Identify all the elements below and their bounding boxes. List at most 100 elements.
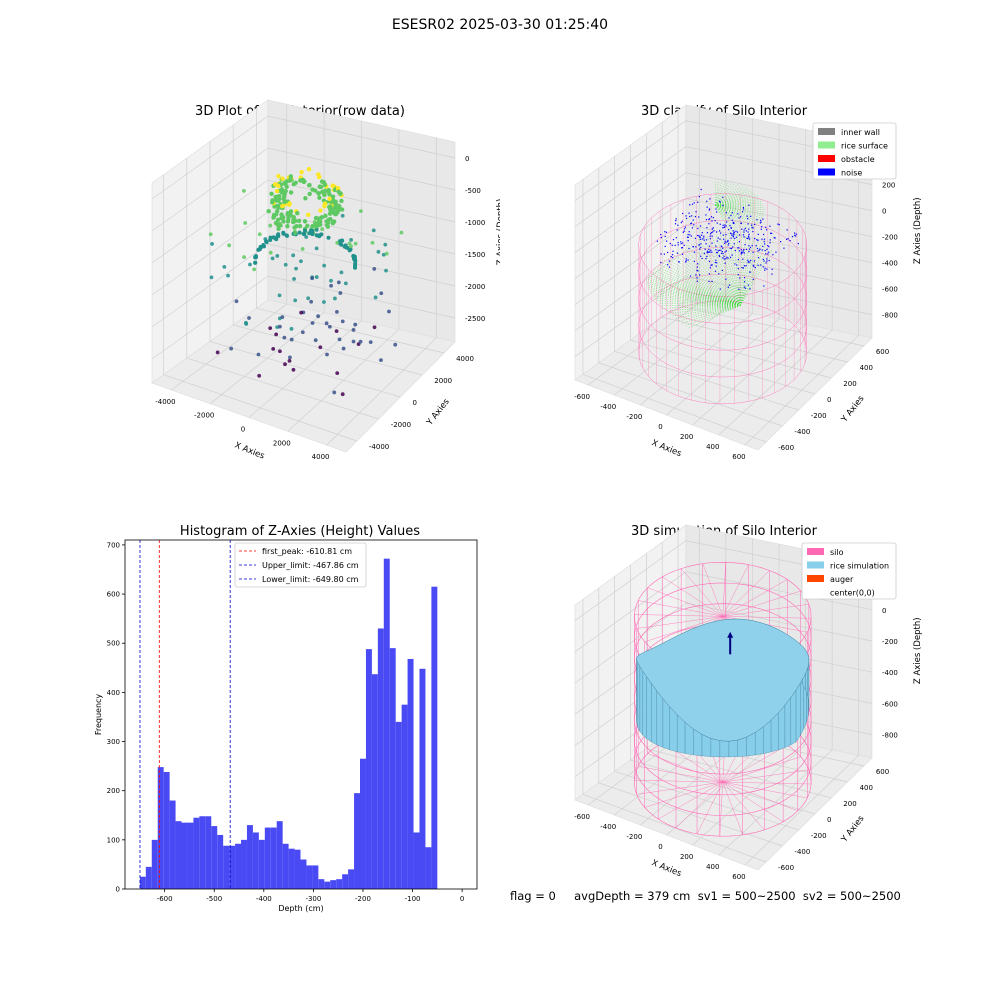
p4-xtick-label: 600	[732, 873, 745, 881]
noise-point	[711, 231, 714, 233]
noise-point	[727, 286, 729, 288]
noise-point	[743, 252, 745, 254]
noise-point	[763, 285, 765, 287]
noise-point	[705, 239, 708, 241]
noise-point	[732, 246, 734, 248]
noise-point	[740, 249, 742, 251]
noise-point	[656, 240, 658, 242]
noise-point	[742, 206, 745, 209]
rice-surface-ray	[715, 180, 723, 206]
raw-point	[324, 321, 329, 326]
raw-point	[342, 244, 347, 249]
raw-point	[322, 300, 326, 304]
rice-surface-ray	[649, 291, 741, 306]
raw-point	[281, 194, 287, 199]
rice-surface-ray	[648, 277, 741, 306]
noise-point	[738, 288, 740, 290]
noise-point	[706, 227, 708, 229]
raw-point	[234, 299, 239, 304]
noise-point	[725, 278, 727, 280]
rice-surface-face	[651, 682, 657, 746]
raw-point	[303, 196, 308, 201]
p2-xtick-label: 0	[658, 423, 662, 431]
silo-roof-line	[636, 616, 723, 629]
noise-point	[708, 208, 711, 210]
noise-point	[706, 200, 708, 202]
p2-ytick-label: 600	[876, 348, 889, 356]
noise-point	[751, 245, 753, 247]
histogram-bar	[413, 832, 420, 889]
noise-point	[763, 238, 766, 240]
rice-surface-ray	[715, 205, 759, 225]
noise-point	[708, 273, 710, 275]
p2-legend-label: obstacle	[841, 155, 875, 164]
noise-point	[706, 252, 708, 254]
raw-point	[282, 335, 287, 340]
p2-legend-label: inner wall	[841, 128, 880, 137]
noise-point	[705, 214, 707, 216]
noise-point	[728, 242, 730, 245]
noise-point	[719, 288, 721, 290]
noise-point	[744, 244, 746, 246]
silo-roof-line	[722, 604, 809, 617]
noise-point	[680, 222, 682, 224]
noise-point	[664, 245, 666, 248]
p1-pane-floor	[151, 299, 456, 453]
raw-point	[302, 228, 307, 233]
noise-point	[747, 284, 750, 286]
noise-point	[692, 246, 694, 248]
noise-point	[689, 234, 691, 236]
raw-point	[285, 223, 290, 229]
noise-point	[748, 204, 750, 206]
noise-point	[722, 234, 724, 236]
noise-point	[691, 203, 694, 205]
noise-point	[733, 222, 735, 224]
rice-surface-ray	[671, 305, 741, 317]
raw-point	[368, 340, 373, 345]
raw-point	[281, 219, 286, 224]
noise-point	[715, 245, 717, 247]
rice-surface-ray	[652, 269, 741, 306]
histogram-bar	[365, 649, 372, 889]
noise-point	[729, 224, 731, 227]
noise-point	[705, 243, 707, 245]
noise-point	[678, 261, 680, 263]
noise-point	[778, 224, 780, 226]
noise-point	[701, 257, 703, 260]
noise-point	[759, 248, 761, 250]
raw-point	[300, 247, 305, 251]
noise-point	[745, 265, 747, 267]
raw-point	[312, 220, 317, 224]
silo-floor-line	[647, 753, 723, 783]
noise-point	[793, 232, 796, 234]
raw-point	[317, 174, 322, 180]
noise-point	[757, 264, 759, 266]
noise-point	[715, 265, 717, 267]
noise-point	[768, 259, 770, 262]
raw-point	[242, 255, 246, 260]
noise-point	[766, 248, 768, 250]
p2-legend-label: noise	[841, 169, 862, 178]
raw-point	[322, 204, 327, 209]
raw-point	[283, 262, 288, 267]
noise-point	[671, 244, 673, 246]
noise-point	[722, 227, 724, 229]
silo-floor-line	[638, 766, 723, 783]
noise-point	[683, 228, 686, 230]
noise-point	[680, 247, 683, 249]
noise-point	[752, 230, 754, 233]
noise-point	[663, 253, 665, 255]
noise-point	[748, 248, 751, 250]
noise-point	[706, 232, 709, 234]
histogram-ytick-label: 700	[107, 541, 120, 549]
raw-point	[337, 204, 342, 209]
noise-point	[720, 252, 723, 254]
noise-point	[722, 247, 724, 249]
noise-point	[747, 235, 750, 237]
noise-point	[695, 246, 697, 248]
raw-point	[347, 241, 352, 246]
histogram-bar	[288, 848, 295, 889]
noise-point	[747, 237, 749, 240]
histogram-xtick-label: 0	[460, 895, 464, 903]
silo-roof-line	[634, 614, 723, 617]
